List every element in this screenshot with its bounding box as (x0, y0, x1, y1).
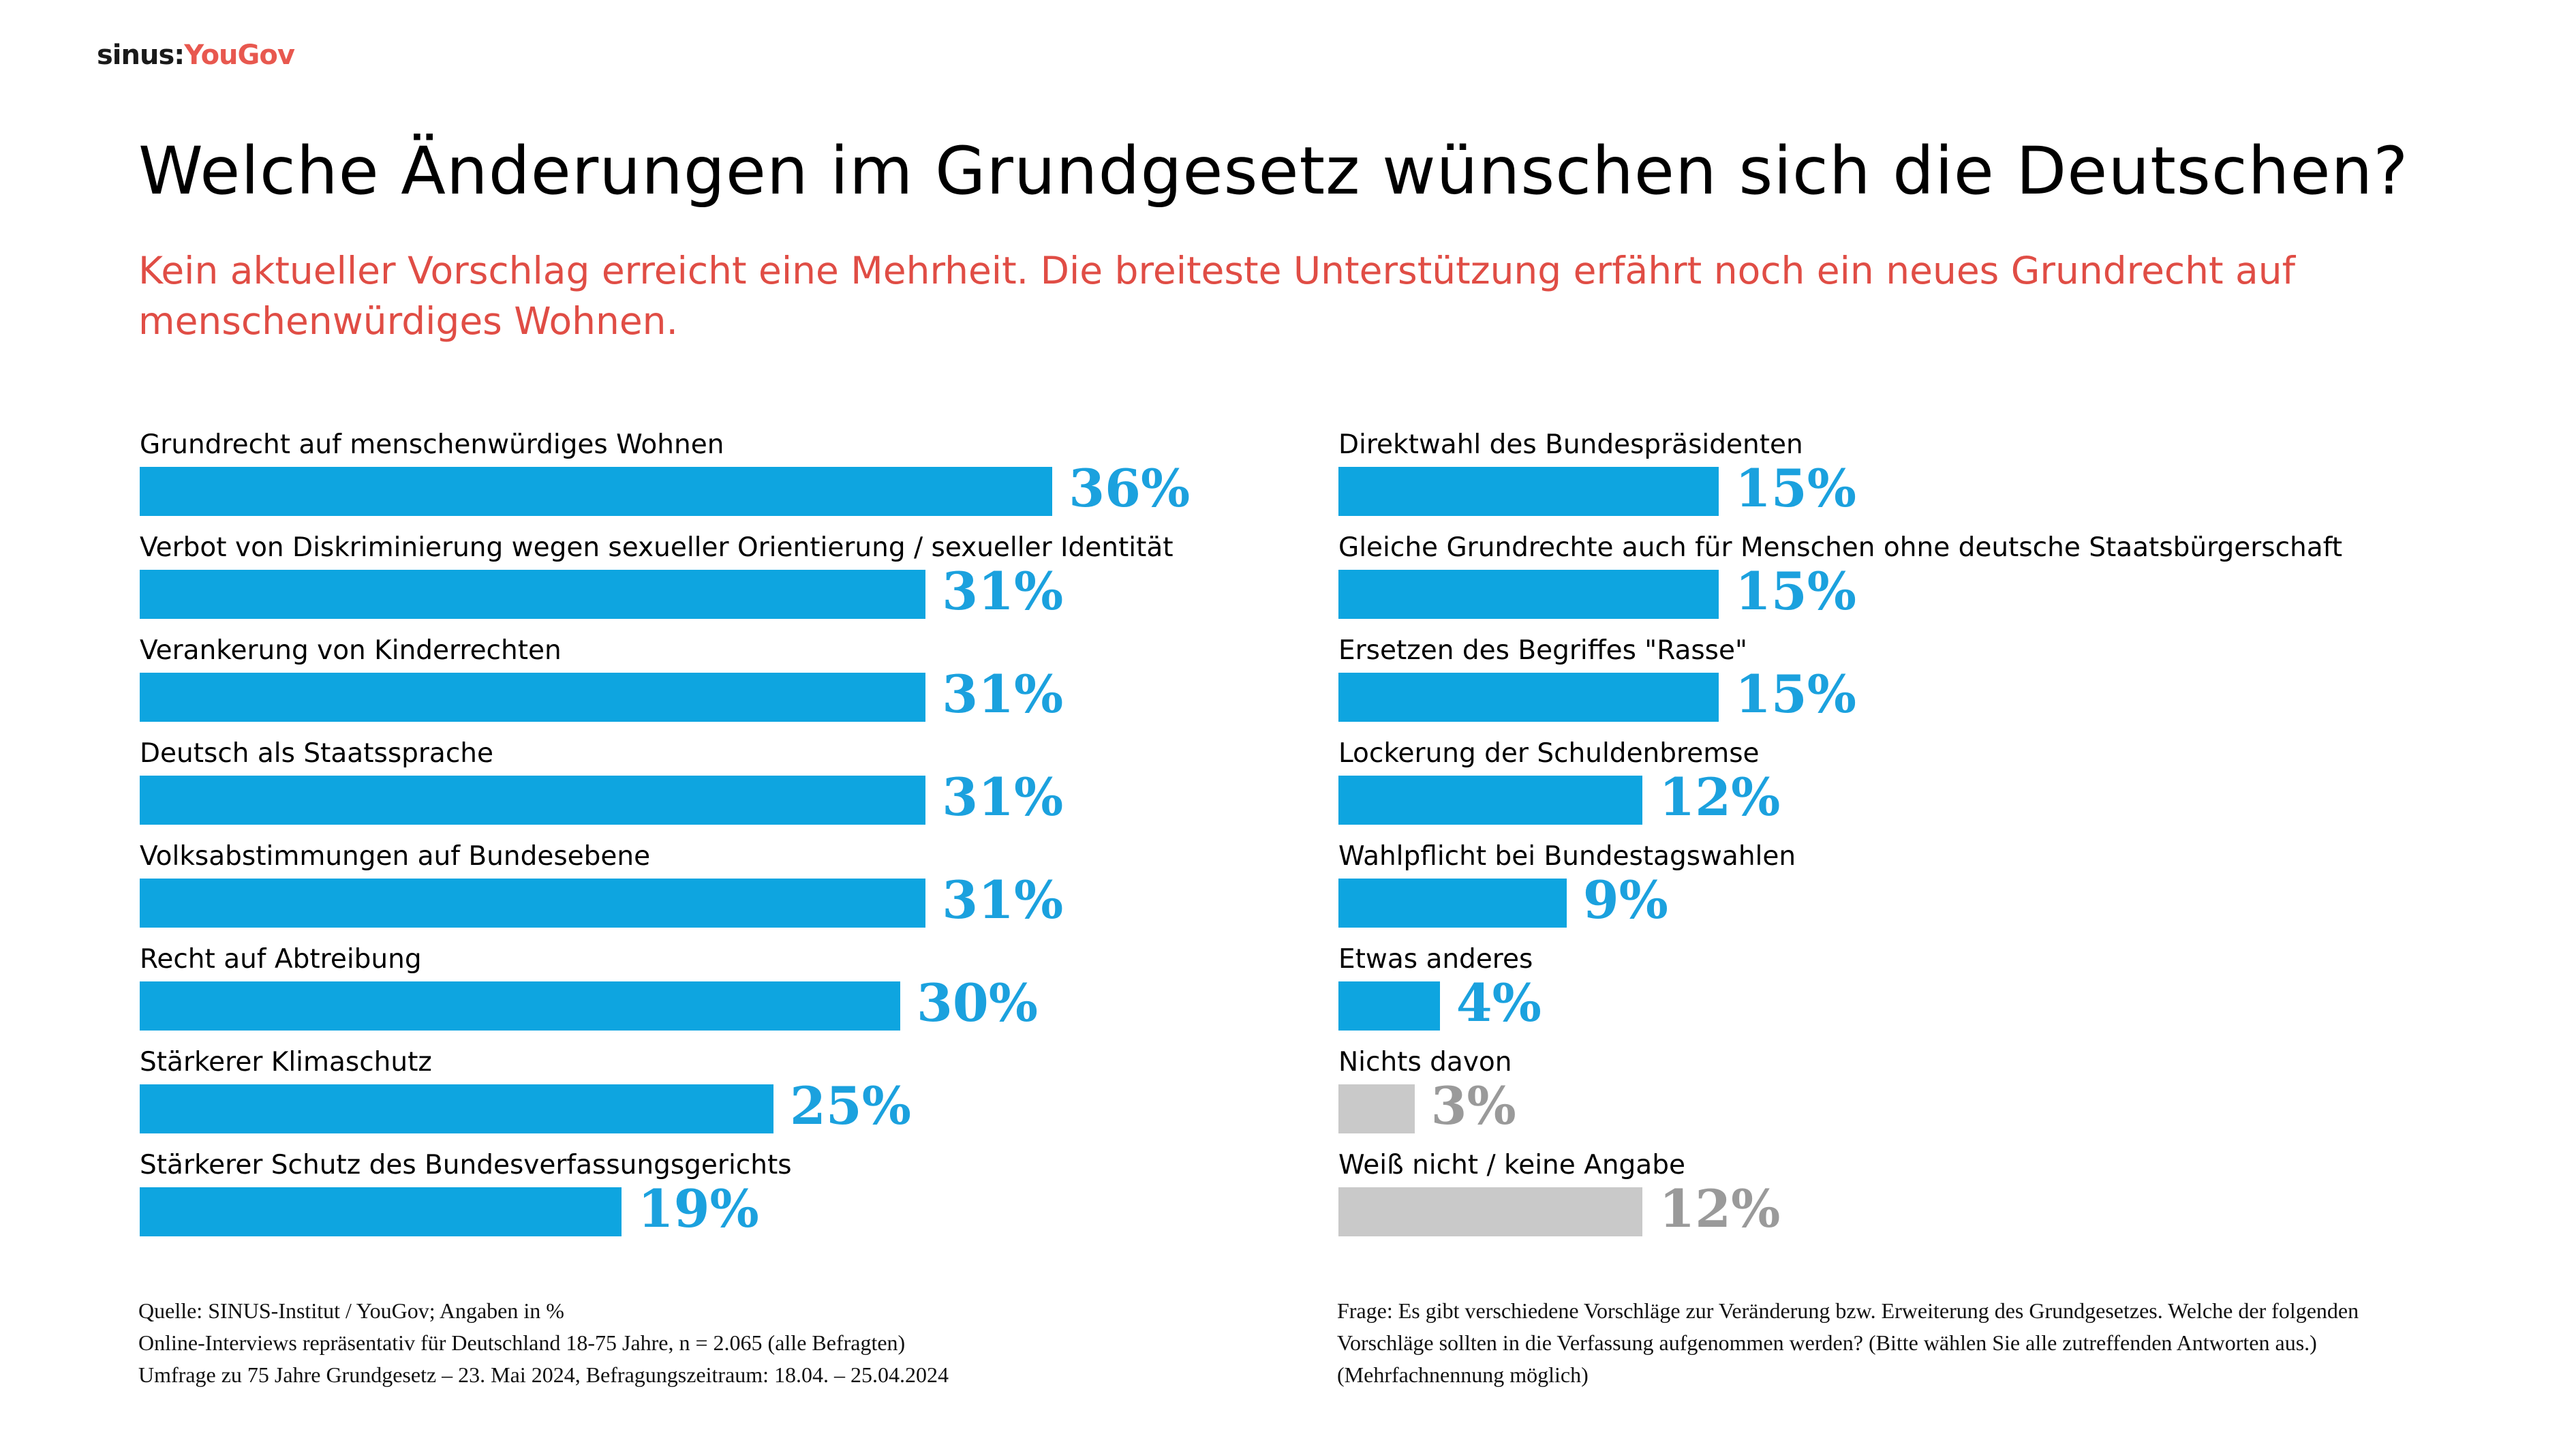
value-label: 4% (1456, 973, 1542, 1033)
category-label: Stärkerer Klimaschutz (140, 1047, 432, 1078)
value-label: 31% (942, 561, 1064, 622)
category-label: Etwas anderes (1338, 944, 1533, 975)
source-line: Online-Interviews repräsentativ für Deut… (138, 1330, 906, 1355)
category-label: Ersetzen des Begriffes "Rasse" (1338, 635, 1747, 666)
source-line: Quelle: SINUS-Institut / YouGov; Angaben… (138, 1298, 564, 1323)
bar (140, 570, 926, 619)
bar (1338, 467, 1719, 516)
bar (140, 981, 900, 1031)
bar (1338, 1187, 1643, 1236)
chart-subtitle: Kein aktueller Vorschlag erreicht eine M… (138, 249, 2295, 343)
category-label: Stärkerer Schutz des Bundesverfassungsge… (140, 1150, 792, 1180)
source-line: Umfrage zu 75 Jahre Grundgesetz – 23. Ma… (138, 1362, 949, 1387)
category-label: Direktwahl des Bundespräsidenten (1338, 429, 1803, 460)
value-label: 12% (1659, 1178, 1781, 1239)
category-label: Weiß nicht / keine Angabe (1338, 1150, 1685, 1180)
bar (1338, 879, 1567, 928)
bar (140, 879, 926, 928)
category-label: Grundrecht auf menschenwürdiges Wohnen (140, 429, 724, 460)
chart-title: Welche Änderungen im Grundgesetz wünsche… (138, 133, 2409, 209)
category-label: Gleiche Grundrechte auch für Menschen oh… (1338, 532, 2342, 563)
value-label: 31% (942, 664, 1064, 724)
logo-yougov: YouGov (184, 40, 295, 71)
category-label: Verbot von Diskriminierung wegen sexuell… (140, 532, 1174, 563)
category-label: Deutsch als Staatssprache (140, 738, 493, 769)
value-label: 15% (1735, 561, 1856, 622)
question-note: Frage: Es gibt verschiedene Vorschläge z… (1337, 1298, 2359, 1387)
value-label: 36% (1069, 458, 1191, 519)
bar (1338, 1084, 1415, 1133)
value-label: 31% (942, 870, 1064, 930)
bar (140, 776, 926, 825)
category-label: Nichts davon (1338, 1047, 1512, 1078)
source-note: Quelle: SINUS-Institut / YouGov; Angaben… (138, 1295, 949, 1391)
bar (140, 1084, 773, 1133)
logo-sinus: sinus: (97, 40, 185, 71)
bar (1338, 776, 1643, 825)
bar (140, 673, 926, 722)
value-label: 15% (1735, 664, 1856, 724)
value-label: 9% (1582, 870, 1668, 930)
logo: sinus:YouGov (97, 40, 295, 71)
value-label: 3% (1430, 1076, 1516, 1136)
value-label: 19% (637, 1178, 759, 1239)
bar (1338, 981, 1440, 1031)
bar (1338, 570, 1719, 619)
value-label: 25% (790, 1076, 911, 1136)
category-label: Verankerung von Kinderrechten (140, 635, 562, 666)
category-label: Lockerung der Schuldenbremse (1338, 738, 1760, 769)
category-label: Recht auf Abtreibung (140, 944, 422, 975)
bar (1338, 673, 1719, 722)
bar (140, 1187, 622, 1236)
value-label: 12% (1659, 767, 1781, 827)
category-label: Volksabstimmungen auf Bundesebene (140, 841, 651, 872)
value-label: 31% (942, 767, 1064, 827)
value-label: 15% (1735, 458, 1856, 519)
category-label: Wahlpflicht bei Bundestagswahlen (1338, 841, 1796, 872)
bar (140, 467, 1053, 516)
value-label: 30% (917, 973, 1038, 1033)
